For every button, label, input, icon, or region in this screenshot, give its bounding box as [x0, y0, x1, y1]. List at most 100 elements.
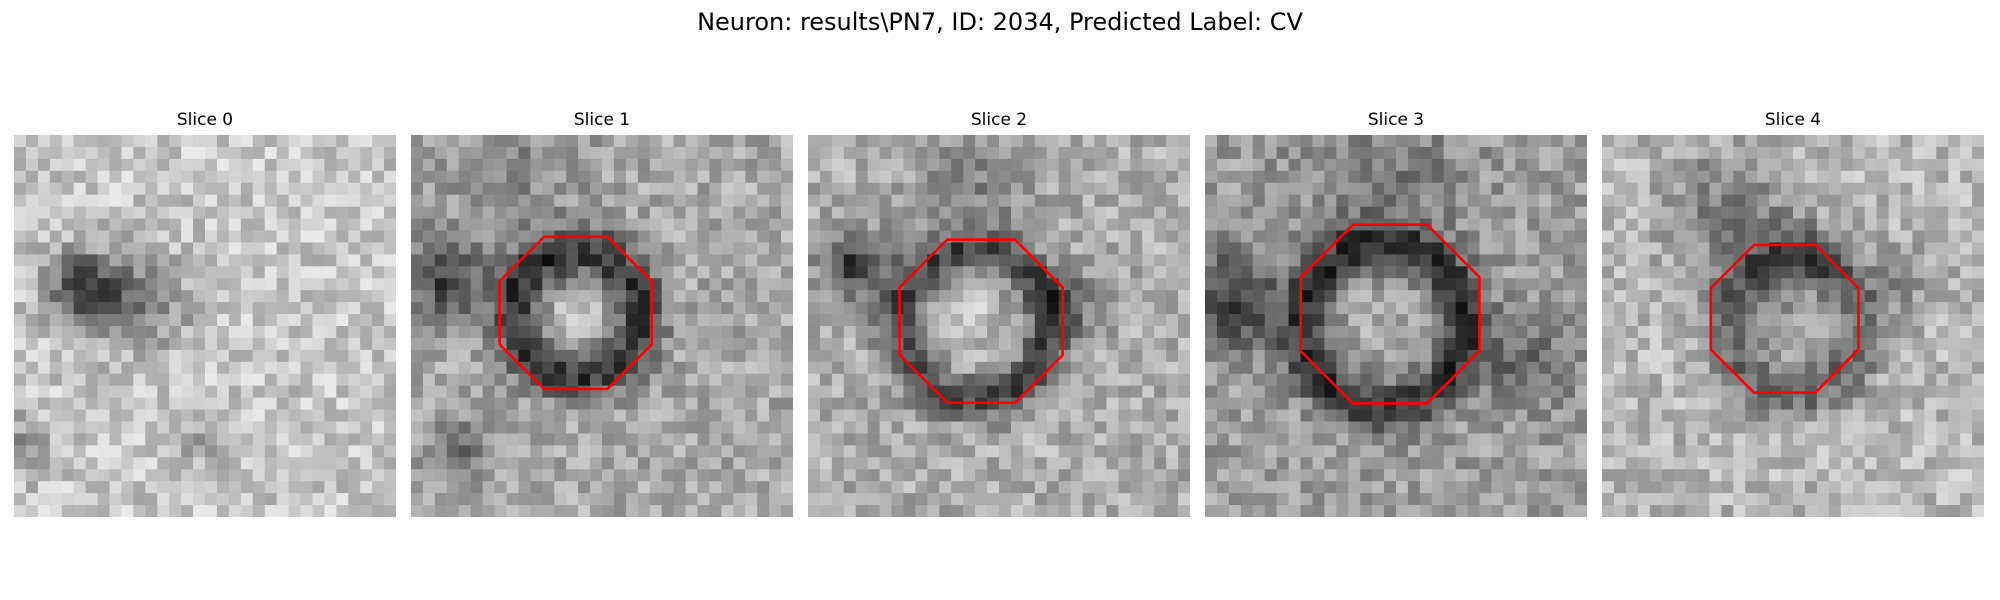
image-pixel	[1888, 146, 1902, 160]
image-pixel	[1697, 397, 1711, 411]
image-pixel	[1396, 194, 1409, 208]
image-pixel	[470, 445, 484, 458]
image-pixel	[193, 326, 206, 339]
image-pixel	[1228, 445, 1242, 458]
image-pixel	[613, 290, 627, 303]
image-pixel	[1888, 135, 1902, 148]
image-pixel	[1924, 182, 1937, 196]
image-pixel	[661, 457, 675, 470]
image-pixel	[673, 278, 687, 291]
image-pixel	[1252, 361, 1266, 375]
image-pixel	[1673, 314, 1687, 327]
image-pixel	[1467, 373, 1481, 387]
image-pixel	[1539, 206, 1552, 220]
image-pixel	[649, 493, 663, 506]
image-pixel	[1613, 373, 1627, 387]
image-pixel	[109, 206, 123, 220]
image-pixel	[808, 182, 821, 196]
image-pixel	[1527, 421, 1540, 435]
image-pixel	[939, 481, 952, 494]
image-pixel	[1733, 361, 1746, 375]
image-pixel	[1336, 290, 1349, 303]
image-pixel	[1769, 409, 1782, 423]
image-pixel	[1264, 182, 1278, 196]
image-pixel	[613, 158, 627, 172]
image-pixel	[1034, 421, 1048, 435]
image-pixel	[205, 194, 218, 208]
image-pixel	[1324, 326, 1337, 339]
image-pixel	[384, 314, 396, 327]
image-pixel	[1900, 433, 1913, 446]
image-pixel	[915, 349, 928, 363]
image-pixel	[336, 135, 349, 148]
image-pixel	[1264, 481, 1278, 494]
image-pixel	[963, 505, 976, 517]
image-pixel	[97, 409, 111, 423]
image-pixel	[276, 218, 290, 232]
image-pixel	[1082, 505, 1096, 517]
image-pixel	[1118, 242, 1131, 255]
image-pixel	[1372, 433, 1385, 446]
image-pixel	[1240, 349, 1254, 363]
image-pixel	[649, 135, 663, 148]
image-pixel	[1733, 158, 1746, 172]
image-pixel	[1094, 266, 1108, 279]
image-pixel	[649, 182, 663, 196]
image-pixel	[1527, 349, 1540, 363]
image-pixel	[757, 433, 770, 446]
image-pixel	[637, 385, 651, 399]
image-pixel	[1396, 349, 1409, 363]
image-pixel	[1479, 302, 1493, 315]
image-pixel	[1142, 302, 1155, 315]
image-pixel	[963, 182, 976, 196]
image-pixel	[1900, 290, 1913, 303]
image-pixel	[1070, 505, 1084, 517]
image-pixel	[434, 385, 448, 399]
image-pixel	[434, 421, 448, 435]
image-pixel	[1661, 158, 1675, 172]
image-pixel	[1673, 445, 1687, 458]
image-pixel	[73, 337, 87, 351]
image-pixel	[1816, 326, 1830, 339]
image-pixel	[697, 349, 711, 363]
image-pixel	[1900, 194, 1913, 208]
image-pixel	[1769, 218, 1782, 232]
image-pixel	[1455, 409, 1469, 423]
image-pixel	[1840, 314, 1854, 327]
image-pixel	[987, 493, 1000, 506]
image-pixel	[446, 230, 460, 244]
image-pixel	[831, 373, 845, 387]
image-pixel	[769, 421, 782, 435]
image-pixel	[819, 194, 833, 208]
image-pixel	[721, 481, 734, 494]
image-pixel	[709, 182, 722, 196]
image-pixel	[14, 361, 27, 375]
image-pixel	[446, 206, 460, 220]
image-pixel	[264, 493, 278, 506]
image-pixel	[1142, 182, 1155, 196]
image-pixel	[1276, 505, 1290, 517]
image-pixel	[1106, 373, 1119, 387]
image-pixel	[951, 433, 964, 446]
image-pixel	[1324, 481, 1337, 494]
image-pixel	[336, 421, 349, 435]
image-pixel	[530, 469, 543, 482]
image-pixel	[434, 314, 448, 327]
image-pixel	[1130, 493, 1143, 506]
image-pixel	[1348, 135, 1361, 148]
image-pixel	[1348, 230, 1361, 244]
image-pixel	[1637, 302, 1651, 315]
image-pixel	[300, 433, 314, 446]
image-pixel	[769, 433, 782, 446]
image-pixel	[1178, 361, 1190, 375]
image-pixel	[1142, 433, 1155, 446]
image-pixel	[1551, 158, 1564, 172]
image-pixel	[1876, 349, 1890, 363]
image-pixel	[1793, 361, 1806, 375]
image-pixel	[808, 361, 821, 375]
image-pixel	[1936, 385, 1949, 399]
image-pixel	[649, 409, 663, 423]
image-pixel	[61, 505, 75, 517]
image-pixel	[649, 158, 663, 172]
image-pixel	[205, 242, 218, 255]
